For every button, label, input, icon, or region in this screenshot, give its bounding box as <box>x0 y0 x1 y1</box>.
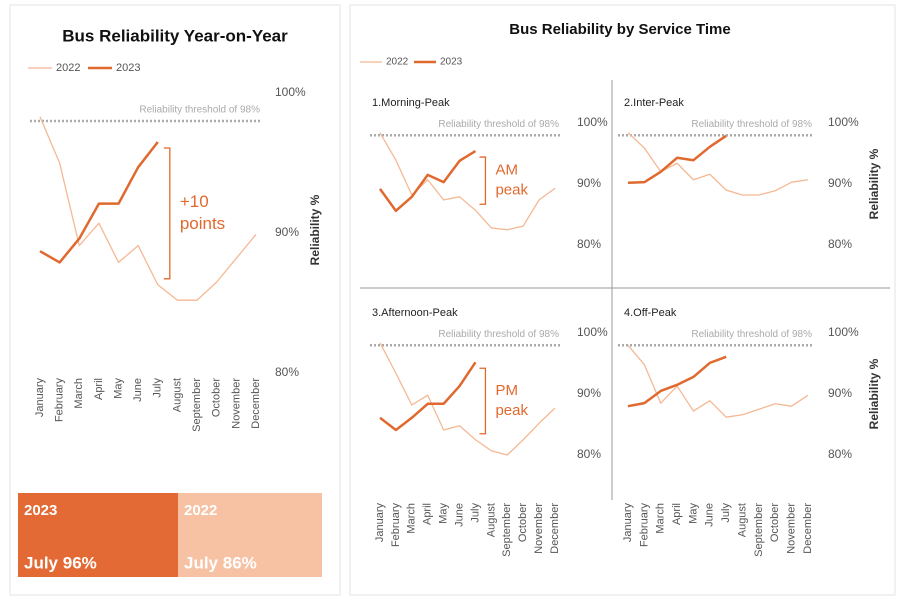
x-tick-label: January <box>622 503 634 543</box>
x-tick-label: May <box>687 503 699 524</box>
series-line <box>379 342 556 456</box>
x-tick-label: February <box>390 503 402 548</box>
card-value: July 96% <box>24 553 97 572</box>
y-axis-label: Reliability % <box>308 194 322 265</box>
series-line <box>39 116 257 301</box>
x-tick-label: February <box>54 378 66 423</box>
x-tick-label: June <box>132 378 144 402</box>
chart-title: Bus Reliability Year-on-Year <box>62 26 288 45</box>
bracket <box>479 367 487 435</box>
annotation: PM <box>495 382 518 399</box>
annotation: points <box>180 214 225 233</box>
y-tick-label: 100% <box>275 85 306 99</box>
y-tick-label: 80% <box>828 237 852 251</box>
summary-card <box>18 493 178 577</box>
series-line <box>627 132 809 196</box>
annotation: AM <box>495 162 518 179</box>
x-tick-label: January <box>34 378 46 418</box>
x-tick-label: August <box>736 503 748 537</box>
x-tick-label: March <box>655 503 667 534</box>
x-tick-label: June <box>704 503 716 527</box>
panel-title: 1.Morning-Peak <box>372 97 450 109</box>
y-tick-label: 80% <box>577 237 601 251</box>
annotation: peak <box>495 402 528 419</box>
y-tick-label: 90% <box>275 225 299 239</box>
summary-card <box>178 493 322 577</box>
annotation: peak <box>495 182 528 199</box>
panel-title: 4.Off-Peak <box>624 307 677 319</box>
y-axis-label: Reliability % <box>867 358 881 429</box>
card-value: July 86% <box>184 553 257 572</box>
x-tick-label: August <box>485 503 497 537</box>
threshold-label: Reliability threshold of 98% <box>691 119 812 130</box>
series-line <box>39 141 159 264</box>
x-tick-label: June <box>453 503 465 527</box>
bracket <box>163 147 171 280</box>
y-tick-label: 90% <box>577 176 601 190</box>
annotation: +10 <box>180 192 209 211</box>
card-title: 2023 <box>24 502 57 519</box>
x-tick-label: March <box>406 503 418 534</box>
x-tick-label: May <box>438 503 450 524</box>
y-tick-label: 80% <box>275 365 299 379</box>
y-tick-label: 80% <box>577 447 601 461</box>
y-tick-label: 80% <box>828 447 852 461</box>
left-panel <box>9 4 341 596</box>
x-tick-label: April <box>422 503 434 525</box>
legend-label: 2022 <box>56 62 80 74</box>
x-tick-label: October <box>517 503 529 542</box>
y-tick-label: 90% <box>828 176 852 190</box>
x-tick-label: September <box>753 503 765 557</box>
series-line <box>627 344 809 418</box>
y-tick-label: 100% <box>828 325 859 339</box>
legend-label: 2023 <box>440 57 463 68</box>
chart-title: Bus Reliability by Service Time <box>509 21 730 38</box>
x-tick-label: July <box>720 503 732 523</box>
series-line <box>378 149 477 213</box>
x-tick-label: December <box>250 378 262 429</box>
legend-label: 2023 <box>116 62 140 74</box>
x-tick-label: September <box>501 503 513 557</box>
series-line <box>379 361 477 432</box>
x-tick-label: February <box>638 503 650 548</box>
x-tick-label: November <box>786 503 798 554</box>
x-tick-label: September <box>191 378 203 432</box>
x-tick-label: July <box>152 378 164 398</box>
y-axis-label: Reliability % <box>867 148 881 219</box>
series-line <box>379 132 556 231</box>
threshold-label: Reliability threshold of 98% <box>438 329 559 340</box>
y-tick-label: 100% <box>828 115 859 129</box>
x-tick-label: July <box>469 503 481 523</box>
x-tick-label: March <box>73 378 85 409</box>
x-tick-label: December <box>802 503 814 554</box>
x-tick-label: May <box>112 378 124 399</box>
panel-title: 2.Inter-Peak <box>624 97 684 109</box>
threshold-label: Reliability threshold of 98% <box>691 329 812 340</box>
panel-title: 3.Afternoon-Peak <box>372 307 458 319</box>
x-tick-label: October <box>211 378 223 417</box>
x-tick-label: November <box>533 503 545 554</box>
y-tick-label: 90% <box>577 386 601 400</box>
x-tick-label: August <box>171 378 183 412</box>
x-tick-label: October <box>769 503 781 542</box>
x-tick-label: December <box>549 503 561 554</box>
y-tick-label: 100% <box>577 325 608 339</box>
right-panel <box>349 4 896 596</box>
threshold-label: Reliability threshold of 98% <box>139 105 260 116</box>
series-line <box>627 355 727 408</box>
threshold-label: Reliability threshold of 98% <box>438 119 559 130</box>
x-tick-label: November <box>230 378 242 429</box>
x-tick-label: January <box>374 503 386 543</box>
x-tick-label: April <box>671 503 683 525</box>
legend-label: 2022 <box>386 57 409 68</box>
bracket <box>479 156 487 205</box>
series-line <box>627 134 727 185</box>
y-tick-label: 100% <box>577 115 608 129</box>
card-title: 2022 <box>184 502 217 519</box>
x-tick-label: April <box>93 378 105 400</box>
y-tick-label: 90% <box>828 386 852 400</box>
